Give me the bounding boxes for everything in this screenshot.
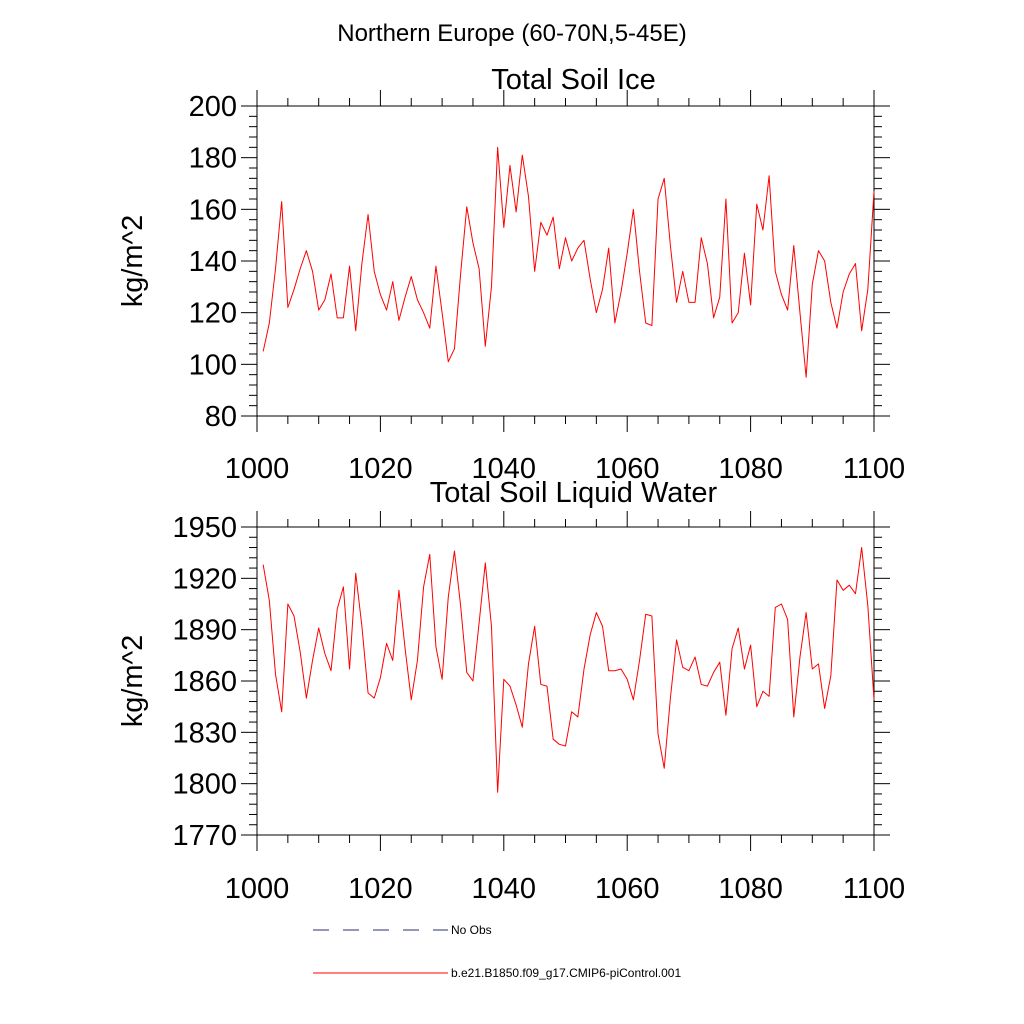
y-tick-label: 1860	[172, 666, 237, 698]
y-tick-label: 1920	[172, 563, 237, 595]
x-tick-label: 1040	[472, 453, 537, 485]
legend-label-no-obs: No Obs	[451, 923, 492, 937]
y-tick-label: 120	[189, 298, 237, 330]
x-tick-label: 1020	[348, 453, 413, 485]
x-tick-label: 1100	[843, 453, 905, 485]
y-tick-label: 140	[189, 246, 237, 278]
chart-panel-total-soil-liquid-water: Total Soil Liquid Water 1770 1800 1830 1860 1…	[117, 477, 905, 905]
y-tick-label: 1800	[172, 769, 237, 801]
y-tick-label: 1770	[172, 820, 237, 852]
y-tick-label: 100	[189, 349, 237, 381]
figure-title: Northern Europe (60-70N,5-45E)	[337, 20, 687, 47]
x-tick-label: 1040	[472, 873, 537, 905]
plot-frame	[256, 526, 875, 836]
x-tick-label: 1080	[718, 873, 783, 905]
series-line	[262, 547, 875, 793]
y-tick-label: 80	[205, 401, 237, 433]
legend-label-series: b.e21.B1850.f09_g17.CMIP6-piControl.001	[451, 966, 681, 980]
chart-panel-total-soil-ice: Total Soil Ice 80 100 120 140 160 180 200 1000 10…	[117, 64, 905, 485]
y-tick-label: 200	[189, 91, 237, 123]
y-tick-label: 1890	[172, 615, 237, 647]
chart-title: Total Soil Ice	[491, 64, 655, 96]
x-tick-label: 1080	[718, 453, 783, 485]
x-tick-label: 1000	[225, 453, 290, 485]
x-tick-label: 1000	[225, 873, 290, 905]
x-tick-label: 1100	[843, 873, 905, 905]
chart-title: Total Soil Liquid Water	[430, 477, 718, 509]
x-tick-label: 1060	[595, 453, 660, 485]
x-tick-label: 1060	[595, 873, 660, 905]
y-tick-label: 1830	[172, 717, 237, 749]
legend: No Obs b.e21.B1850.f09_g17.CMIP6-piContr…	[313, 923, 681, 980]
y-tick-label: 1950	[172, 512, 237, 544]
y-tick-label: 160	[189, 194, 237, 226]
x-tick-label: 1020	[348, 873, 413, 905]
y-tick-label: 180	[189, 143, 237, 175]
plot-frame	[256, 105, 875, 417]
y-axis-label: kg/m^2	[117, 635, 149, 728]
y-axis-label: kg/m^2	[117, 215, 149, 308]
series-line	[262, 146, 875, 378]
